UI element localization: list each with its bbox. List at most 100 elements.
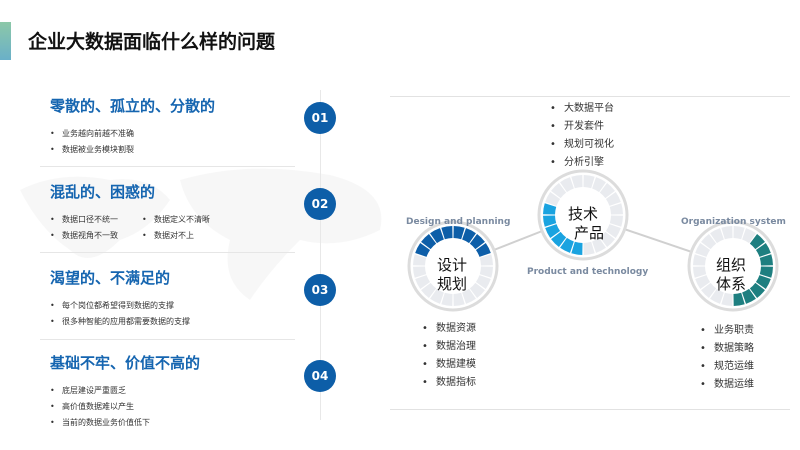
tech-segment <box>605 192 621 206</box>
divider <box>40 339 295 340</box>
org-items: 业务职责数据策略规范运维数据运维 <box>700 322 754 394</box>
tech-segment <box>583 241 595 255</box>
org-segment <box>693 254 707 266</box>
divider <box>40 252 295 253</box>
design-segment <box>479 266 493 278</box>
list-item: 数据治理 <box>422 338 476 356</box>
design-ring-center <box>426 239 480 293</box>
list-item: 数据运维 <box>700 376 754 394</box>
title-accent-bar <box>0 22 11 60</box>
design-segment <box>453 292 465 306</box>
divider <box>40 166 295 167</box>
section-heading: 零散的、孤立的、分散的 <box>50 97 216 115</box>
label-line: 技术 <box>568 205 599 223</box>
list-item: 开发套件 <box>550 118 614 136</box>
tech-segment <box>543 215 557 227</box>
step-badge-03: 03 <box>304 274 336 306</box>
design-segment <box>441 226 453 240</box>
step-badge-04: 04 <box>304 360 336 392</box>
design-segment <box>413 254 427 266</box>
tech-segment <box>609 203 623 215</box>
org-segment <box>733 292 745 306</box>
org-segment <box>759 254 773 266</box>
list-item: 规范运维 <box>700 358 754 376</box>
list-item: 业务职责 <box>700 322 754 340</box>
org-segment <box>721 226 733 240</box>
org-ring-center <box>706 239 760 293</box>
tech-label-en: Product and technology <box>527 267 649 277</box>
tech-segment <box>583 175 595 189</box>
page-title: 企业大数据面临什么样的问题 <box>28 31 276 53</box>
tech-segment <box>551 183 567 199</box>
design-items: 数据资源数据治理数据建模数据指标 <box>422 320 476 392</box>
section-heading: 混乱的、困惑的 <box>50 183 156 201</box>
design-segment <box>469 282 485 298</box>
design-segment <box>453 226 465 240</box>
design-ring-label: 设计 规划 <box>437 256 467 294</box>
tech-segment <box>599 231 615 247</box>
design-segment <box>441 292 453 306</box>
label-line: 设计 <box>437 256 468 274</box>
section-3: 渴望的、不满足的 每个岗位都希望得到数据的支撑很多种智能的应用都需要数据的支撑 <box>50 267 190 330</box>
design-segment <box>430 228 444 244</box>
tech-segment <box>599 183 615 199</box>
section-2: 混乱的、困惑的 数据口径不统一数据定义不清晰数据视角不一致数据对不上 <box>50 181 234 244</box>
list-item: 大数据平台 <box>550 100 614 118</box>
label-line: 产品 <box>574 224 605 242</box>
design-segment <box>415 243 431 257</box>
section-heading: 渴望的、不满足的 <box>50 269 171 287</box>
design-segment <box>475 243 491 257</box>
timeline-line <box>320 90 321 420</box>
design-segment <box>430 288 444 304</box>
org-segment <box>742 228 756 244</box>
design-segment <box>421 282 437 298</box>
org-segment <box>755 243 771 257</box>
bullet: 数据被业务模块割裂 <box>50 142 215 158</box>
org-segment <box>721 292 733 306</box>
bullet: 很多种智能的应用都需要数据的支撑 <box>50 314 190 330</box>
list-item: 数据资源 <box>422 320 476 338</box>
org-segment <box>733 226 745 240</box>
design-segment <box>415 275 431 289</box>
bullet: 底层建设严重匮乏 <box>50 383 200 399</box>
org-segment <box>749 282 765 298</box>
org-segment <box>759 266 773 278</box>
tech-segment <box>592 237 606 253</box>
list-item: 分析引擎 <box>550 154 614 172</box>
tech-segment <box>609 215 623 227</box>
org-segment <box>755 275 771 289</box>
section-1: 零散的、孤立的、分散的 业务越向前越不准确数据被业务模块割裂 <box>50 95 215 158</box>
tech-segment <box>551 231 567 247</box>
bullet: 数据视角不一致 <box>50 228 142 244</box>
tech-ring-center <box>556 188 610 242</box>
bullet: 数据口径不统一 <box>50 212 142 228</box>
org-segment <box>695 275 711 289</box>
org-segment <box>710 228 724 244</box>
org-segment <box>695 243 711 257</box>
bullet: 每个岗位都希望得到数据的支撑 <box>50 298 190 314</box>
design-segment <box>469 234 485 250</box>
tech-segment <box>560 177 574 193</box>
label-line: 规划 <box>437 275 468 293</box>
diagram-panel <box>390 96 790 410</box>
list-item: 数据建模 <box>422 356 476 374</box>
tech-segment <box>543 203 557 215</box>
section-4: 基础不牢、价值不高的 底层建设严重匮乏高价值数据难以产生当前的数据业务价值低下 <box>50 352 200 431</box>
list-item: 数据策略 <box>700 340 754 358</box>
label-line: 体系 <box>716 275 747 293</box>
tech-segment <box>560 237 574 253</box>
tech-items: 大数据平台开发套件规划可视化分析引擎 <box>550 100 614 172</box>
tech-segment <box>571 175 583 189</box>
org-segment <box>701 282 717 298</box>
step-badge-02: 02 <box>304 188 336 220</box>
tech-segment <box>545 192 561 206</box>
design-segment <box>462 288 476 304</box>
design-segment <box>462 228 476 244</box>
tech-segment <box>592 177 606 193</box>
bullet: 数据定义不清晰 <box>142 212 234 228</box>
step-badge-01: 01 <box>304 102 336 134</box>
org-segment <box>701 234 717 250</box>
org-segment <box>749 234 765 250</box>
tech-segment <box>571 241 583 255</box>
org-segment <box>742 288 756 304</box>
